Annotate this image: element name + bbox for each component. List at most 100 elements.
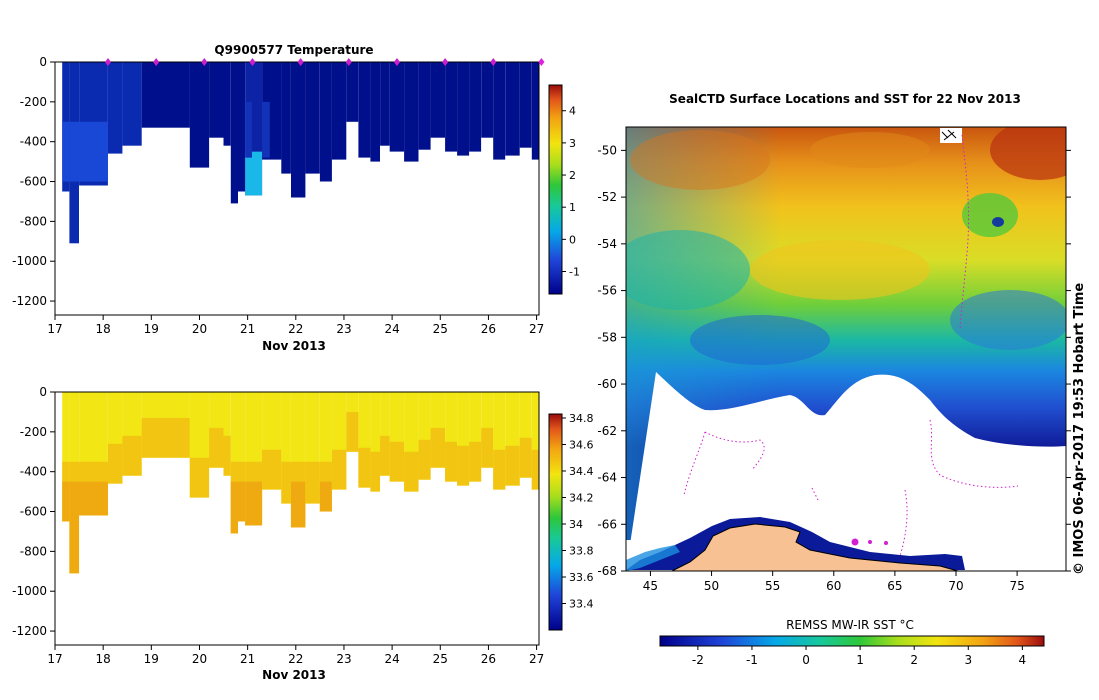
salinity-deep-cell bbox=[237, 481, 246, 522]
temperature-profile-cell bbox=[346, 62, 359, 122]
x-tick-label: 21 bbox=[240, 322, 255, 336]
temperature-profile-cell bbox=[493, 62, 506, 160]
x-tick-label: 18 bbox=[96, 322, 111, 336]
lat-tick-label: -60 bbox=[597, 377, 617, 391]
salinity-x-label: Nov 2013 bbox=[262, 668, 326, 682]
colorbar-tick-label: 34.4 bbox=[569, 465, 594, 478]
salinity-deep-cell bbox=[189, 457, 210, 498]
x-tick-label: 24 bbox=[384, 652, 399, 666]
colorbar-tick-label: 34.2 bbox=[569, 491, 594, 504]
salinity-x-axis: 17 18 19 20 21 22 23 24 25 26 27 bbox=[47, 645, 544, 666]
sst-colorbar-ticks: -2 -1 0 1 2 3 4 bbox=[692, 646, 1026, 667]
sst-colorbar-tick-label: -2 bbox=[692, 653, 704, 667]
salinity-deep-cell bbox=[389, 441, 405, 482]
temperature-profile-cell bbox=[122, 62, 142, 146]
temperature-profile-cell bbox=[358, 62, 371, 158]
salinity-deep-cell bbox=[519, 437, 532, 478]
salinity-deep-cell bbox=[141, 417, 190, 458]
lat-tick-label: -64 bbox=[597, 471, 617, 485]
x-tick-label: 23 bbox=[336, 322, 351, 336]
temperature-warm-cell bbox=[62, 121, 70, 182]
temperature-profile-cell bbox=[445, 62, 458, 152]
sst-colorbar-tick-label: 2 bbox=[910, 653, 918, 667]
sst-colorbar-tick-label: 4 bbox=[1019, 653, 1027, 667]
profile-marker bbox=[104, 58, 111, 66]
temperature-profile-cell bbox=[141, 62, 190, 128]
lat-tick-label: -52 bbox=[597, 190, 617, 204]
temperature-colorbar-ticks: 4 3 2 1 0 -1 bbox=[562, 105, 580, 278]
salinity-deep-cell bbox=[305, 461, 320, 504]
salinity-profile-cell bbox=[238, 392, 246, 522]
temperature-profile-cell bbox=[223, 62, 231, 146]
salinity-deep-cell bbox=[69, 481, 80, 574]
colorbar-tick-label: 4 bbox=[569, 105, 576, 118]
salinity-deep-cell bbox=[107, 443, 123, 484]
profile-marker bbox=[442, 58, 449, 66]
salinity-deep-cell bbox=[404, 451, 419, 492]
lat-tick-label: -50 bbox=[597, 143, 617, 157]
profile-marker bbox=[153, 58, 160, 66]
temperature-profile-cell bbox=[457, 62, 470, 156]
salinity-deep-cell bbox=[469, 441, 482, 482]
salinity-deep-cell bbox=[493, 449, 506, 490]
salinity-deep-cell bbox=[122, 435, 142, 476]
lon-tick-label: 65 bbox=[887, 579, 902, 593]
x-tick-label: 26 bbox=[481, 652, 496, 666]
y-tick-label: -600 bbox=[20, 175, 47, 189]
x-tick-label: 19 bbox=[144, 652, 159, 666]
salinity-deep-cell bbox=[457, 445, 470, 486]
salinity-deep-cell bbox=[370, 451, 381, 492]
colorbar-tick-label: 2 bbox=[569, 169, 576, 182]
salinity-profile-cell bbox=[281, 392, 291, 504]
sst-map-latitude-axis: -50 -52 -54 -56 -58 -60 -62 -64 -66 -68 bbox=[597, 143, 1071, 578]
sst-colorbar-tick-label: -1 bbox=[746, 653, 758, 667]
salinity-y-axis: 0 -200 -400 -600 -800 -1000 -1200 bbox=[12, 385, 55, 638]
temperature-profile-cell bbox=[319, 62, 332, 182]
salinity-deep-cell bbox=[62, 481, 70, 522]
lat-tick-label: -68 bbox=[597, 564, 617, 578]
salinity-deep-cell bbox=[223, 435, 231, 476]
salinity-deep-cell bbox=[331, 449, 347, 490]
salinity-deep-cell bbox=[290, 481, 306, 528]
salinity-deep-cell bbox=[418, 439, 431, 480]
salinity-deep-cell bbox=[79, 481, 94, 516]
x-tick-label: 20 bbox=[192, 652, 207, 666]
colorbar-tick-label: 34.8 bbox=[569, 412, 594, 425]
temperature-profile-cell bbox=[430, 62, 445, 138]
colorbar-tick-label: 33.4 bbox=[569, 597, 594, 610]
colorbar-tick-label: -1 bbox=[569, 265, 580, 278]
x-tick-label: 22 bbox=[288, 652, 303, 666]
profile-marker bbox=[538, 58, 545, 66]
profile-marker bbox=[297, 58, 304, 66]
salinity-section-panel: 0 -200 -400 -600 -800 -1000 -1200 17 18 19 20 21 22… bbox=[12, 385, 593, 682]
salinity-deep-cell bbox=[430, 427, 446, 468]
salinity-deep-cell bbox=[209, 427, 224, 468]
colorbar-tick-label: 3 bbox=[569, 137, 576, 150]
antarctica-land bbox=[671, 523, 959, 571]
temperature-profile-cell bbox=[519, 62, 532, 148]
salinity-deep-cell bbox=[531, 449, 539, 490]
temperature-warm-cell bbox=[262, 101, 270, 158]
temperature-x-label: Nov 2013 bbox=[262, 339, 326, 353]
salinity-deep-cell bbox=[93, 481, 108, 516]
x-tick-label: 21 bbox=[240, 652, 255, 666]
y-tick-label: -1200 bbox=[12, 624, 47, 638]
temperature-heatmap-cells bbox=[62, 62, 539, 244]
temperature-warm-cell bbox=[69, 121, 80, 182]
y-tick-label: -1200 bbox=[12, 294, 47, 308]
y-tick-label: 0 bbox=[39, 55, 47, 69]
colorbar-tick-label: 33.8 bbox=[569, 544, 594, 557]
temperature-chart-title: Q9900577 Temperature bbox=[214, 43, 373, 57]
seal-tracks bbox=[683, 134, 1019, 557]
temperature-warm-cell bbox=[93, 121, 108, 182]
salinity-deep-cell bbox=[481, 427, 494, 468]
y-tick-label: -1000 bbox=[12, 584, 47, 598]
temperature-profile-cell bbox=[331, 62, 347, 160]
colorbar-tick-label: 33.6 bbox=[569, 571, 594, 584]
salinity-deep-cell bbox=[346, 411, 359, 452]
salinity-plot-frame bbox=[54, 391, 540, 646]
temperature-profile-cell bbox=[370, 62, 380, 162]
sst-map-longitude-axis: 45 50 55 60 65 70 75 bbox=[643, 571, 1025, 593]
y-tick-label: 0 bbox=[39, 385, 47, 399]
